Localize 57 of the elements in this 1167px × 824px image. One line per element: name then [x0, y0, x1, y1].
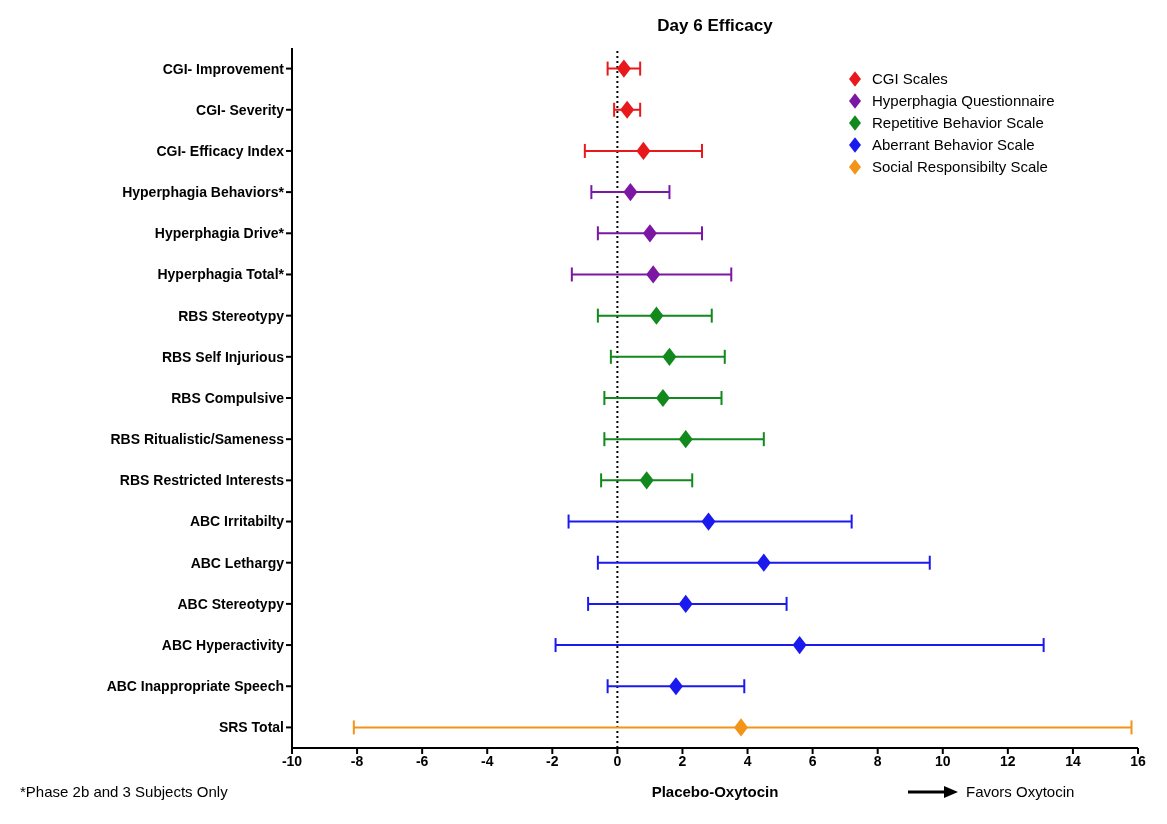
text: *Phase 2b and 3 Subjects Only	[20, 783, 228, 800]
y-tick-label: RBS Ritualistic/Sameness	[110, 431, 285, 448]
x-tick-label: 16	[1130, 752, 1146, 769]
y-tick-label: SRS Total	[218, 719, 284, 736]
y-tick-label: Hyperphagia Total*	[157, 266, 285, 283]
y-tick-label: RBS Stereotypy	[178, 307, 285, 324]
point	[655, 388, 670, 408]
legend-label: Aberrant Behavior Scale	[872, 135, 1035, 155]
y-tick-label: Hyperphagia Behaviors*	[122, 184, 285, 201]
point	[639, 471, 654, 490]
y-tick-label: ABC Irritabilty	[189, 513, 285, 530]
y-tick-label: ABC Stereotypy	[177, 595, 285, 612]
chart-title: Day 6 Efficacy	[656, 16, 774, 36]
point	[756, 553, 771, 572]
point	[678, 594, 693, 613]
y-tick-label: CGI- Severity	[196, 101, 285, 118]
point	[623, 183, 638, 202]
x-tick-label: 12	[1000, 752, 1016, 769]
point	[701, 512, 716, 531]
point	[636, 141, 651, 161]
point	[792, 635, 807, 655]
point	[734, 718, 749, 737]
point	[668, 677, 683, 696]
y-tick-label: CGI- Efficacy Index	[156, 142, 285, 159]
x-axis-title: Placebo-Oxytocin	[651, 783, 779, 800]
point	[678, 430, 693, 449]
y-tick-label: ABC Hyperactivity	[161, 637, 285, 654]
point	[620, 100, 635, 119]
legend-label: CGI Scales	[872, 69, 948, 89]
x-tick-label: 4	[743, 752, 752, 769]
x-tick-label: -6	[415, 752, 429, 769]
y-tick-label: RBS Self Injurious	[161, 348, 285, 365]
x-tick-label: -2	[546, 752, 559, 769]
y-tick-label: RBS Compulsive	[171, 389, 285, 406]
legend-label: Social Responsibilty Scale	[872, 157, 1048, 177]
y-tick-label: Hyperphagia Drive*	[154, 225, 285, 242]
point	[642, 224, 657, 243]
point	[616, 59, 631, 78]
legend-label: Repetitive Behavior Scale	[872, 113, 1044, 133]
point	[662, 347, 677, 366]
x-tick-label: 10	[934, 752, 951, 769]
x-tick-label: 6	[808, 752, 817, 769]
x-tick-label: 14	[1065, 752, 1081, 769]
x-tick-label: -8	[350, 752, 364, 769]
text: Favors Oxytocin	[966, 783, 1075, 800]
y-tick-label: RBS Restricted Interests	[119, 472, 285, 489]
legend-label: Hyperphagia Questionnaire	[872, 91, 1055, 111]
y-tick-label: CGI- Improvement	[162, 60, 285, 77]
x-tick-label: 0	[613, 752, 622, 769]
point	[646, 265, 661, 284]
y-tick-label: ABC Lethargy	[190, 554, 285, 571]
x-tick-label: -4	[481, 752, 494, 769]
y-tick-label: ABC Inappropriate Speech	[106, 678, 284, 695]
x-tick-label: 2	[678, 752, 687, 769]
x-tick-label: 8	[873, 752, 882, 769]
point	[649, 306, 664, 325]
x-tick-label: -10	[281, 752, 303, 769]
